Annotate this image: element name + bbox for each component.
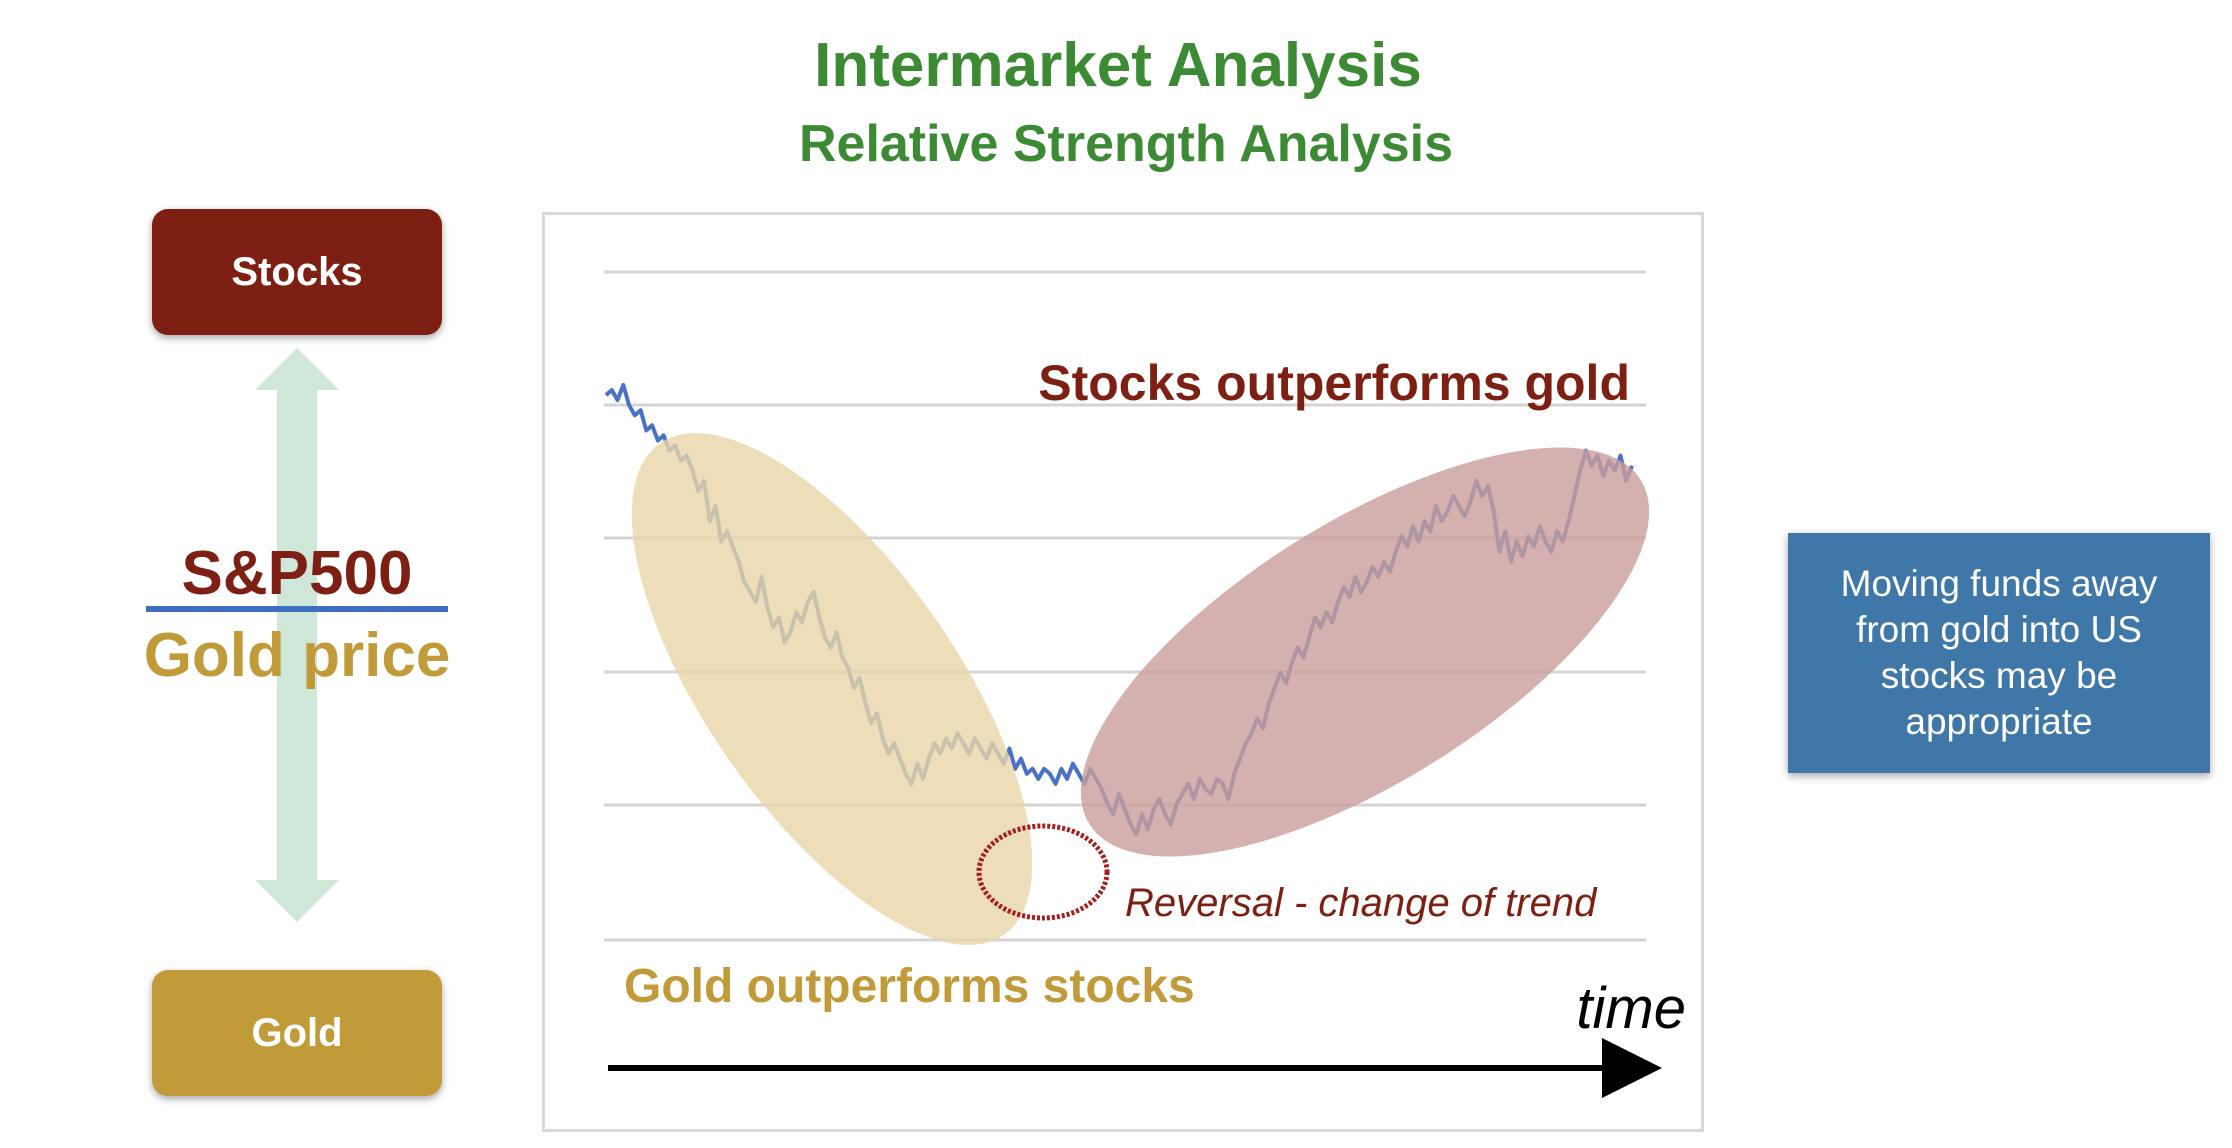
stocks-outperform-label: Stocks outperforms gold xyxy=(1038,355,1630,411)
reversal-label: Reversal - change of trend xyxy=(1125,881,1598,925)
ratio-denominator: Gold price xyxy=(143,621,451,690)
subtitle: Relative Strength Analysis xyxy=(798,115,1454,173)
chart-frame xyxy=(542,212,1704,1132)
double-arrow-icon xyxy=(255,348,339,922)
gold-box: Gold xyxy=(152,970,442,1096)
ratio-numerator: S&P500 xyxy=(181,539,413,608)
stocks-outperform-ellipse xyxy=(1080,447,1650,857)
stocks-label: Stocks xyxy=(231,249,363,294)
reversal-circle xyxy=(976,823,1110,921)
gold-outperform-label: Gold outperforms stocks xyxy=(624,960,1195,1013)
gold-outperform-ellipse xyxy=(631,433,1033,945)
gold-label: Gold xyxy=(251,1010,343,1055)
main-title: Intermarket Analysis xyxy=(814,31,1422,100)
time-axis-label: time xyxy=(1576,976,1686,1041)
note-box: Moving funds away from gold into US stoc… xyxy=(1788,533,2210,773)
stocks-box: Stocks xyxy=(152,209,442,335)
ratio-divider xyxy=(146,606,448,612)
note-text: Moving funds away from gold into US stoc… xyxy=(1840,563,2158,742)
